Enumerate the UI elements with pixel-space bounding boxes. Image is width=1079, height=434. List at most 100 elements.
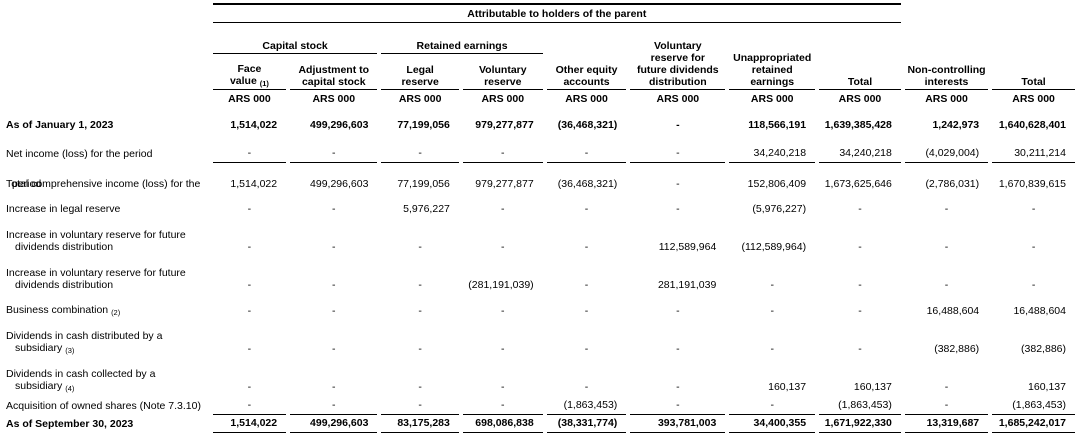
cell-value: - — [462, 134, 543, 163]
unit-label: ARS 000 — [565, 92, 608, 105]
cell-value: (36,468,321) — [557, 119, 618, 131]
group-header-capital-stock: Capital stock — [212, 35, 378, 54]
cell-value: (1,863,453) — [546, 396, 627, 415]
parent-header-gap — [905, 3, 1075, 23]
cell-value: 499,296,603 — [310, 119, 369, 131]
cell-value: 118,566,191 — [748, 119, 807, 131]
cell-value: - — [944, 279, 949, 291]
header-text: interests — [924, 76, 969, 88]
cell-value: - — [418, 381, 422, 393]
cell-value: 499,296,603 — [290, 415, 378, 433]
cell-value: (2,786,031) — [925, 178, 980, 190]
cell-value: 160,137 — [853, 381, 892, 393]
label-text: Net income (loss) for the period — [6, 148, 153, 160]
header-text: Non-controlling — [907, 64, 986, 76]
cell-value: 1,670,839,615 — [998, 178, 1066, 190]
label-text: Increase in voluntary reserve for future — [6, 229, 186, 241]
cell-value: - — [418, 343, 422, 355]
cell-value: 499,296,603 — [310, 178, 369, 190]
cell-value: - — [729, 396, 816, 415]
table-row: period Total comprehensive income (loss) … — [4, 163, 1075, 193]
label-text: Dividends in cash collected by a — [6, 368, 156, 380]
cell-value: 112,589,964 — [658, 241, 717, 253]
label-text: As of September 30, 2023 — [6, 418, 134, 430]
cell-value: - — [770, 343, 774, 355]
table-row: Dividends in cash distributed by a subsid… — [4, 320, 1075, 358]
cell-value: - — [584, 279, 589, 291]
header-text: Unappropriated — [733, 52, 812, 64]
row-label: As of September 30, 2023 — [4, 415, 209, 433]
table-body: As of January 1, 2023 1,514,022 499,296,60… — [4, 107, 1075, 433]
unit-label: ARS 000 — [750, 92, 794, 105]
row-label: Net income (loss) for the period — [4, 134, 209, 163]
header-text: capital stock — [301, 76, 366, 88]
cell-value: - — [858, 343, 862, 355]
table-row: Dividends in cash collected by a subsidia… — [4, 358, 1075, 396]
cell-value: - — [501, 305, 505, 317]
cell-value: - — [501, 241, 505, 253]
cell-value: 34,400,355 — [729, 415, 816, 433]
header-text: value — [229, 75, 260, 87]
cell-value: - — [418, 279, 422, 291]
label-column-spacer — [4, 54, 209, 90]
cell-value: (38,331,774) — [546, 415, 627, 433]
cell-value: 1,514,022 — [212, 415, 287, 433]
label-text: subsidiary — [15, 342, 66, 354]
cell-value: (36,468,321) — [557, 178, 618, 190]
units-row: ARS 000 ARS 000 ARS 000 ARS 000 ARS 000 ARS 0… — [4, 90, 1075, 107]
table-row: Increase in voluntary reserve for future… — [4, 256, 1075, 294]
column-header-4: Voluntary reserve — [462, 54, 543, 90]
row-label: Dividends in cash collected by a subsidia… — [4, 358, 209, 396]
cell-value: - — [290, 396, 378, 415]
cell-value: - — [584, 381, 589, 393]
header-text: Adjustment to — [298, 64, 370, 76]
cell-value: - — [418, 241, 422, 253]
header-text: Other equity — [555, 64, 618, 76]
cell-value: 77,199,056 — [397, 178, 450, 190]
cell-value: 34,240,218 — [729, 134, 816, 163]
header-text: reserve for — [650, 52, 705, 64]
unit-label: ARS 000 — [228, 92, 271, 105]
cell-value: 77,199,056 — [397, 119, 450, 131]
cell-value: - — [212, 134, 287, 163]
cell-value: 1,639,385,428 — [824, 119, 892, 131]
cell-value: (1,863,453) — [992, 396, 1075, 415]
row-label: As of January 1, 2023 — [4, 107, 209, 134]
cell-value: - — [944, 381, 949, 393]
label-text: subsidiary — [15, 380, 66, 392]
label-column-spacer — [4, 35, 209, 54]
group-header-row: Capital stock Retained earnings Other eq… — [4, 35, 1075, 90]
row-label: Business combination (2) — [4, 294, 209, 320]
cell-value: - — [247, 343, 252, 355]
parent-attribution-header: Attributable to holders of the parent — [212, 3, 901, 23]
row-label: Increase in legal reserve — [4, 193, 209, 218]
cell-value: - — [1031, 241, 1036, 253]
header-text: Total — [1021, 76, 1046, 88]
cell-value: 160,137 — [768, 381, 807, 393]
label-text: Increase in legal reserve — [6, 203, 121, 215]
header-text: earnings — [750, 76, 795, 88]
label-text: dividends distribution — [15, 241, 114, 253]
cell-value: - — [332, 279, 336, 291]
column-header-6: Voluntary reserve for future dividends dist… — [630, 35, 726, 90]
cell-value: 160,137 — [1028, 381, 1066, 393]
equity-statement-table: Attributable to holders of the parent Ca… — [0, 3, 1079, 433]
header-text: Total — [847, 76, 873, 88]
unit-label: ARS 000 — [925, 92, 968, 105]
label-column-spacer — [4, 90, 209, 107]
cell-value: 979,277,877 — [475, 119, 534, 131]
column-header-1: Face value (1) — [212, 54, 287, 90]
footnote-marker: (2) — [111, 308, 121, 317]
overlapping-word: period — [12, 178, 42, 190]
table-row: As of January 1, 2023 1,514,022 499,296,60… — [4, 107, 1075, 134]
row-label: Increase in voluntary reserve for future… — [4, 218, 209, 256]
cell-value: - — [858, 279, 862, 291]
column-header-10: Total — [992, 35, 1075, 90]
column-header-3: Legal reserve — [381, 54, 459, 90]
cell-value: - — [501, 203, 505, 215]
unit-label: ARS 000 — [312, 92, 356, 105]
column-header-2: Adjustment to capital stock — [290, 54, 378, 90]
cell-value: - — [290, 134, 378, 163]
header-text: Legal — [406, 64, 434, 76]
cell-value: - — [676, 381, 680, 393]
